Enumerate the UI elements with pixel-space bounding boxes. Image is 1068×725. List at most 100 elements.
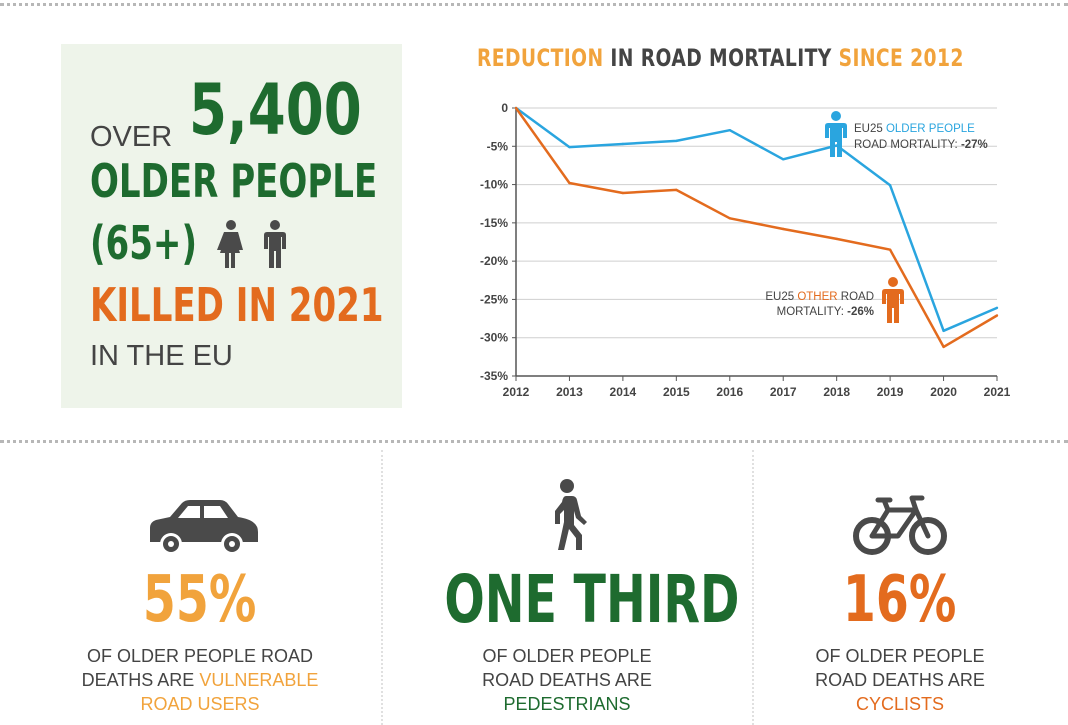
annotation-other-line2: MORTALITY: -26% [777, 306, 874, 318]
series-point-0 [621, 142, 625, 146]
stat-cyclist-description: OF OLDER PEOPLE ROAD DEATHS ARE CYCLISTS [720, 644, 1068, 716]
hero-age: (65+) [90, 216, 198, 270]
bicycle-icon [853, 495, 947, 555]
hero-line-5: IN THE EU [90, 340, 233, 373]
series-point-0 [728, 129, 731, 132]
stat-pedestrian-description: OF OLDER PEOPLE ROAD DEATHS ARE PEDESTRI… [387, 644, 747, 716]
stat-cyclist-value: 16% [843, 563, 957, 637]
stat-pedestrian-icon-wrap [387, 478, 747, 558]
stat-pedestrian-value: ONE THIRD [444, 561, 740, 638]
series-point-1 [995, 314, 999, 317]
stat-pedestrian: ONE THIRD OF OLDER PEOPLE ROAD DEATHS AR… [387, 478, 747, 716]
series-point-1 [835, 237, 838, 241]
hero-killed: KILLED IN 2021 [90, 278, 384, 332]
y-tick-label: -5% [487, 139, 509, 153]
stat-car-value: 55% [143, 563, 257, 637]
x-tick-label: 2013 [556, 385, 583, 399]
stat-pedestrian-value-wrap: ONE THIRD [387, 564, 747, 636]
hero-panel: OVER 5,400 OLDER PEOPLE (65+) KILLED IN … [61, 44, 402, 408]
x-tick-label: 2020 [930, 385, 957, 399]
annotation-older-line1: EU25 OLDER PEOPLE [854, 123, 975, 135]
chart-title-part-3: SINCE 2012 [838, 44, 964, 72]
hero-older-people: OLDER PEOPLE [90, 154, 378, 208]
hero-line-2: OLDER PEOPLE [90, 154, 478, 208]
x-tick-label: 2017 [770, 385, 797, 399]
stat-car-icon-wrap [20, 478, 380, 558]
hero-line-3: (65+) [90, 216, 235, 270]
stat-cyclist-desc-line1: OF OLDER PEOPLE [815, 646, 985, 666]
annotation-other: EU25 OTHER ROAD MORTALITY: -26% [765, 277, 904, 323]
hero-number: 5,400 [189, 69, 362, 151]
annotation-older-line2: ROAD MORTALITY: -27% [854, 139, 988, 151]
column-divider-right [752, 450, 754, 725]
x-axis-ticks: 2012 2013 2014 2015 2016 2017 2018 2019 2020 2021 [503, 376, 1011, 399]
series-point-1 [888, 248, 892, 251]
x-tick-label: 2021 [984, 385, 1011, 399]
hero-in-eu: IN THE EU [90, 340, 233, 372]
stat-car-desc-line2-text: DEATHS ARE [81, 670, 200, 690]
car-icon [150, 500, 258, 555]
stat-cyclist-desc-line2: ROAD DEATHS ARE [815, 670, 985, 690]
stat-car-highlight: VULNERABLE [199, 670, 319, 690]
chart-title-part-2: IN ROAD MORTALITY [603, 44, 839, 72]
series-point-1 [728, 217, 731, 220]
person-blue-icon [825, 111, 847, 157]
chart-title: REDUCTION IN ROAD MORTALITY SINCE 2012 [477, 44, 964, 72]
middle-divider [0, 440, 1068, 443]
hero-icons [217, 220, 286, 268]
woman-icon [217, 220, 243, 268]
x-tick-label: 2015 [663, 385, 690, 399]
hero-line-4: KILLED IN 2021 [90, 278, 487, 332]
series-point-1 [675, 188, 678, 192]
y-tick-label: 0 [501, 101, 508, 115]
y-axis-ticks: 0 -5% -10% -15% -20% -25% -30% -35% [480, 101, 516, 383]
hero-line-1: OVER 5,400 [90, 69, 411, 153]
series-point-1 [942, 345, 945, 349]
x-tick-label: 2018 [823, 385, 850, 399]
series-point-1 [514, 106, 518, 110]
series-point-1 [782, 227, 785, 231]
stat-car-desc-line1: OF OLDER PEOPLE ROAD [86, 646, 314, 666]
series-line-1 [514, 107, 998, 349]
series-point-1 [568, 181, 571, 185]
column-divider-left [381, 450, 383, 725]
y-tick-label: -15% [480, 216, 508, 230]
stat-pedestrian-desc-line2: ROAD DEATHS ARE [482, 670, 652, 690]
series-point-0 [995, 306, 999, 310]
series-point-0 [675, 139, 678, 143]
person-orange-icon [882, 277, 904, 323]
pedestrian-icon [555, 479, 587, 550]
series-point-1 [621, 191, 625, 195]
series-point-0 [888, 184, 892, 187]
stat-cyclist-highlight: CYCLISTS [855, 694, 945, 714]
stat-car-description: OF OLDER PEOPLE ROAD DEATHS ARE VULNERAB… [20, 644, 380, 716]
x-tick-label: 2014 [610, 385, 637, 399]
x-tick-label: 2012 [503, 385, 530, 399]
top-divider [0, 3, 1068, 6]
series-point-0 [782, 158, 785, 161]
series-line-0 [515, 106, 998, 333]
y-tick-label: -10% [480, 178, 508, 192]
series-point-0 [942, 329, 945, 333]
chart-title-part-1: REDUCTION [477, 44, 604, 72]
stat-cyclist-value-wrap: 16% [720, 564, 1068, 636]
stat-car-value-wrap: 55% [20, 564, 380, 636]
y-tick-label: -20% [480, 254, 508, 268]
annotation-other-line1: EU25 OTHER ROAD [765, 291, 874, 303]
y-tick-label: -35% [480, 369, 508, 383]
stat-pedestrian-highlight: PEDESTRIANS [503, 694, 631, 714]
annotation-older: EU25 OLDER PEOPLE ROAD MORTALITY: -27% [825, 111, 988, 157]
series-point-0 [568, 145, 571, 149]
y-tick-label: -25% [480, 292, 508, 306]
hero-over: OVER [90, 121, 173, 153]
stat-pedestrian-desc-line1: OF OLDER PEOPLE [482, 646, 652, 666]
x-tick-label: 2019 [877, 385, 904, 399]
stat-cyclist-icon-wrap [720, 478, 1068, 558]
y-tick-label: -30% [480, 331, 508, 345]
stat-car-desc-line3: ROAD USERS [140, 694, 260, 714]
man-icon [264, 220, 286, 268]
line-chart: 0-5%-10%-15%-20%-25%-30%-35% 2012 2013 201… [480, 101, 1011, 399]
stat-cyclist: 16% OF OLDER PEOPLE ROAD DEATHS ARE CYCL… [720, 478, 1068, 716]
x-tick-label: 2016 [716, 385, 743, 399]
stat-car-desc-line2: DEATHS ARE VULNERABLE [20, 668, 380, 692]
